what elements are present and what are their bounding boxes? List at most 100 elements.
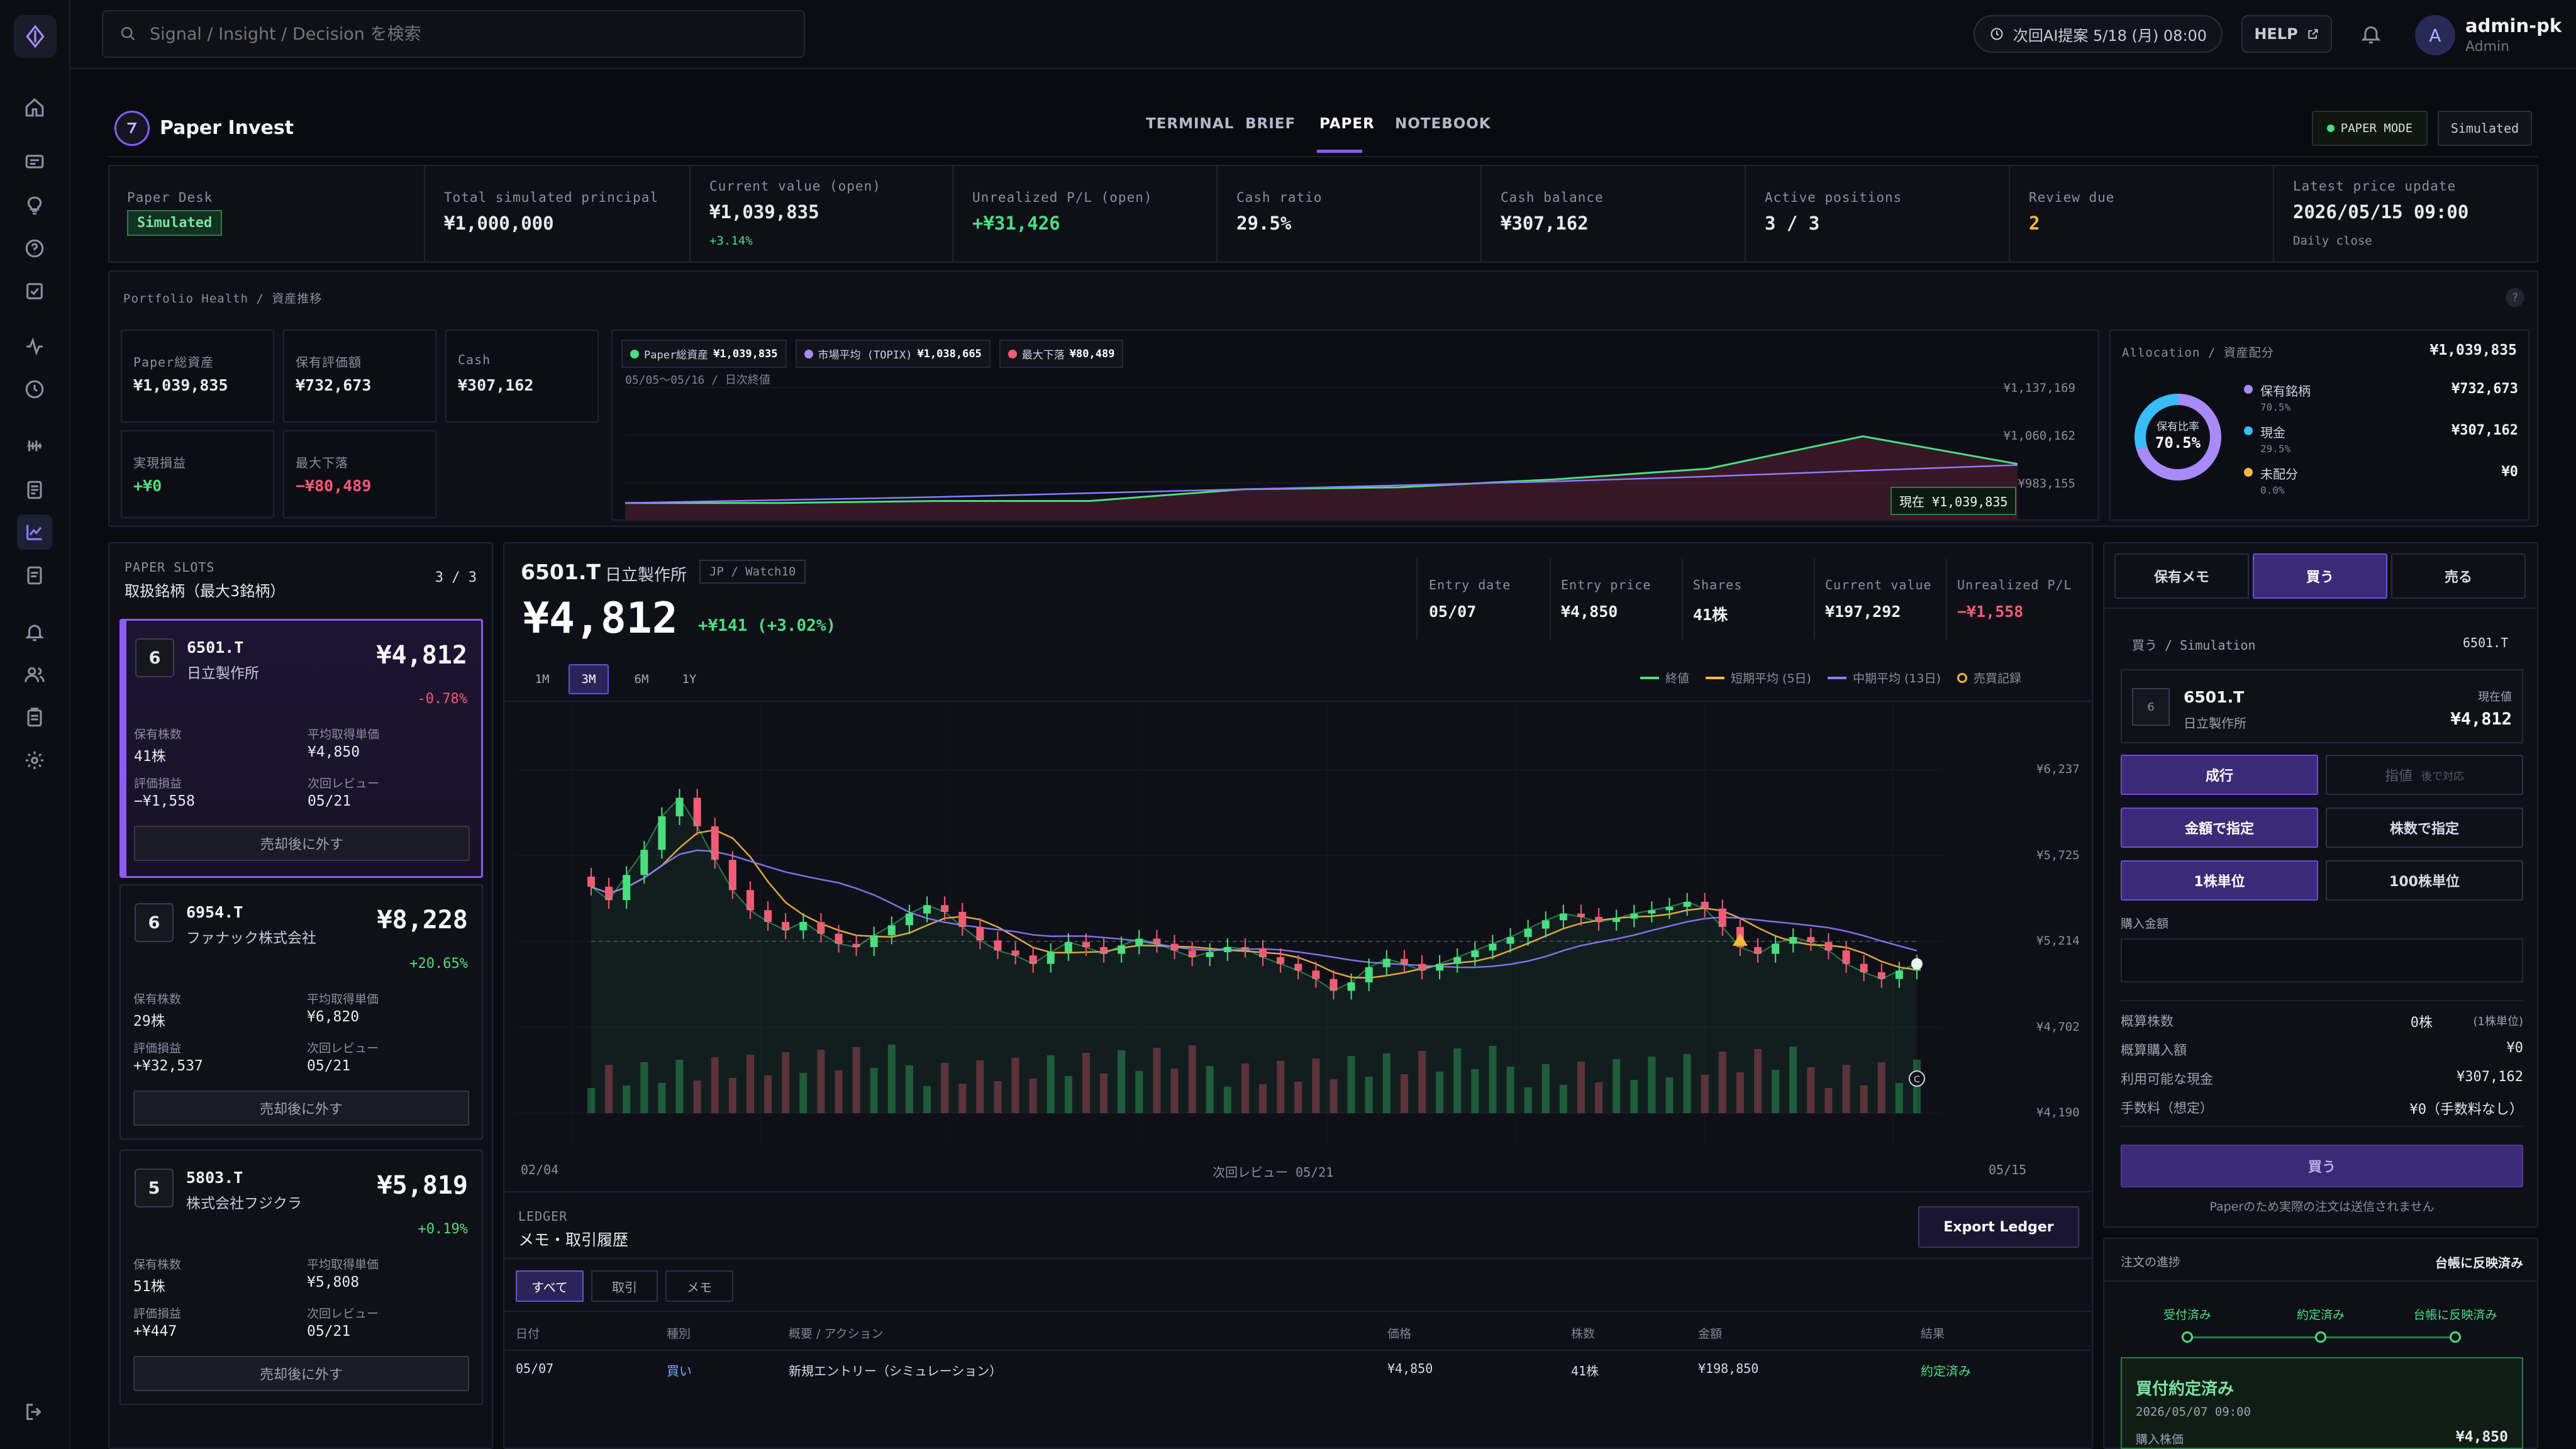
slot-avg: ¥6,820 bbox=[307, 1009, 360, 1025]
detail-price: ¥4,812 bbox=[523, 594, 678, 643]
clock-icon[interactable] bbox=[21, 376, 48, 402]
trade-marker-icon bbox=[1732, 933, 1748, 946]
buy-submit-button[interactable]: 買う bbox=[2121, 1145, 2523, 1187]
slot-badge: 5 bbox=[135, 1169, 174, 1208]
users-icon[interactable] bbox=[21, 662, 48, 688]
order-tab[interactable]: 買う bbox=[2253, 553, 2387, 599]
mini-value: +¥0 bbox=[133, 477, 162, 495]
tab-terminal[interactable]: TERMINAL bbox=[1146, 116, 1235, 132]
range-tab[interactable]: 6M bbox=[634, 672, 649, 686]
activity-icon[interactable] bbox=[21, 333, 48, 360]
volume-bar bbox=[1188, 1045, 1196, 1113]
slot-pl-label: 評価損益 bbox=[133, 1041, 182, 1055]
candle-body bbox=[1824, 941, 1833, 951]
range-tab[interactable]: 1M bbox=[535, 672, 550, 686]
stat-label: Active positions bbox=[1765, 190, 1902, 205]
unit-1-button[interactable]: 1株単位 bbox=[2121, 860, 2318, 901]
slot-pl-label: 評価損益 bbox=[134, 777, 182, 791]
chart-icon[interactable] bbox=[17, 514, 52, 550]
search-input[interactable] bbox=[150, 24, 716, 44]
candle-body bbox=[1118, 945, 1126, 954]
candle-body bbox=[958, 911, 967, 927]
notification-bell-icon[interactable] bbox=[2360, 23, 2382, 48]
candle-body bbox=[1294, 963, 1302, 971]
avatar[interactable]: A bbox=[2415, 15, 2455, 55]
mini-label: 保有評価額 bbox=[296, 355, 362, 370]
candle-body bbox=[923, 905, 931, 914]
volume-bar bbox=[1595, 1082, 1603, 1113]
slot-shares-label: 保有株数 bbox=[133, 1258, 182, 1272]
candle-body bbox=[1170, 943, 1179, 951]
x-end-label: 05/15 bbox=[1989, 1162, 2027, 1177]
order-tab[interactable]: 売る bbox=[2391, 553, 2526, 599]
detail-stat-label: Unrealized P/L bbox=[1957, 577, 2072, 592]
help-button[interactable]: HELP bbox=[2241, 15, 2332, 53]
lightbulb-icon[interactable] bbox=[21, 192, 48, 219]
order-tab[interactable]: 保有メモ bbox=[2114, 553, 2249, 599]
volume-bar bbox=[1577, 1062, 1585, 1113]
info-icon[interactable]: ? bbox=[2506, 288, 2524, 307]
remove-after-sell-button[interactable]: 売却後に外す bbox=[133, 1091, 469, 1126]
stat-label: Review due bbox=[2029, 190, 2115, 205]
stat-label: Cash ratio bbox=[1236, 190, 1323, 205]
signals-icon[interactable] bbox=[21, 433, 48, 459]
next-ai-pill[interactable]: 次回AI提案 5/18 (月) 08:00 bbox=[1974, 15, 2223, 53]
bell-icon[interactable] bbox=[21, 619, 48, 645]
unit-100-button[interactable]: 100株単位 bbox=[2326, 860, 2523, 901]
app-title: Paper Invest bbox=[160, 117, 294, 139]
gear-icon[interactable] bbox=[21, 747, 48, 774]
market-order-button[interactable]: 成行 bbox=[2121, 755, 2318, 795]
ledger-filter-tab[interactable]: すべて bbox=[516, 1270, 584, 1302]
checkbox-icon[interactable] bbox=[21, 278, 48, 304]
ledger-filter-tab[interactable]: メモ bbox=[665, 1270, 733, 1302]
logout-icon[interactable] bbox=[21, 1399, 48, 1425]
x-start-label: 02/04 bbox=[521, 1162, 559, 1177]
clipboard-icon[interactable] bbox=[21, 704, 48, 731]
volume-bar bbox=[640, 1062, 648, 1113]
by-amount-button[interactable]: 金額で指定 bbox=[2121, 808, 2318, 848]
question-icon[interactable] bbox=[21, 235, 48, 262]
slots-title: 取扱銘柄（最大3銘柄） bbox=[125, 582, 286, 600]
ledger-filter-tab[interactable]: 取引 bbox=[591, 1270, 658, 1302]
divider bbox=[1550, 558, 1551, 639]
legend-name: 市場平均 (TOPIX) bbox=[818, 349, 913, 362]
message-icon[interactable] bbox=[21, 150, 48, 176]
volume-bar bbox=[958, 1084, 967, 1113]
stat-current-value: Current value (open) ¥1,039,835 +3.14% bbox=[691, 165, 953, 263]
legend-item: 売買記録 bbox=[1957, 669, 2021, 686]
status-dot-icon bbox=[2326, 125, 2334, 132]
slot-review-label: 次回レビュー bbox=[307, 1307, 379, 1321]
candle-body bbox=[1613, 918, 1621, 922]
remove-after-sell-button[interactable]: 売却後に外す bbox=[133, 1356, 469, 1391]
range-tab[interactable]: 3M bbox=[569, 664, 609, 694]
ledger-cell: ¥4,850 bbox=[1387, 1361, 1433, 1376]
remove-after-sell-button[interactable]: 売却後に外す bbox=[134, 826, 470, 861]
home-icon[interactable] bbox=[21, 94, 48, 121]
health-series-line bbox=[625, 464, 2018, 504]
slot-card[interactable]: 6 6954.T ファナック株式会社 ¥8,228 +20.65% 保有株数 29株 平均取得… bbox=[119, 884, 483, 1140]
slot-card[interactable]: 5 5803.T 株式会社フジクラ ¥5,819 +0.19% 保有株数 51株 平均取得単価… bbox=[119, 1150, 483, 1405]
tab-brief[interactable]: BRIEF bbox=[1245, 116, 1296, 132]
candle-body bbox=[1347, 982, 1355, 991]
slot-card[interactable]: 6 6501.T 日立製作所 ¥4,812 -0.78% 保有株数 41株 平均取得単価 ¥4,… bbox=[119, 619, 483, 878]
report-icon[interactable] bbox=[21, 562, 48, 589]
search-box[interactable] bbox=[102, 10, 805, 58]
mini-label: Cash bbox=[458, 352, 491, 367]
export-ledger-button[interactable]: Export Ledger bbox=[1918, 1206, 2079, 1248]
document-icon[interactable] bbox=[21, 477, 48, 503]
last-price-dot bbox=[1911, 958, 1923, 970]
by-shares-button[interactable]: 株数で指定 bbox=[2326, 808, 2523, 848]
slot-pl-label: 評価損益 bbox=[133, 1307, 182, 1321]
ledger-cell: 約定済み bbox=[1921, 1363, 1971, 1379]
tab-paper[interactable]: PAPER bbox=[1319, 116, 1375, 132]
stat-label: Total simulated principal bbox=[444, 190, 659, 205]
tab-notebook[interactable]: NOTEBOOK bbox=[1395, 116, 1491, 132]
app-logo-icon[interactable] bbox=[14, 15, 57, 58]
limit-order-button[interactable]: 指値 後で対応 bbox=[2326, 755, 2523, 795]
simulated-button[interactable]: Simulated bbox=[2438, 111, 2532, 146]
candle-body bbox=[1489, 943, 1497, 951]
amount-input[interactable] bbox=[2121, 938, 2523, 982]
volume-bar bbox=[1701, 1075, 1709, 1113]
volume-bar bbox=[675, 1060, 684, 1113]
range-tab[interactable]: 1Y bbox=[682, 672, 697, 686]
